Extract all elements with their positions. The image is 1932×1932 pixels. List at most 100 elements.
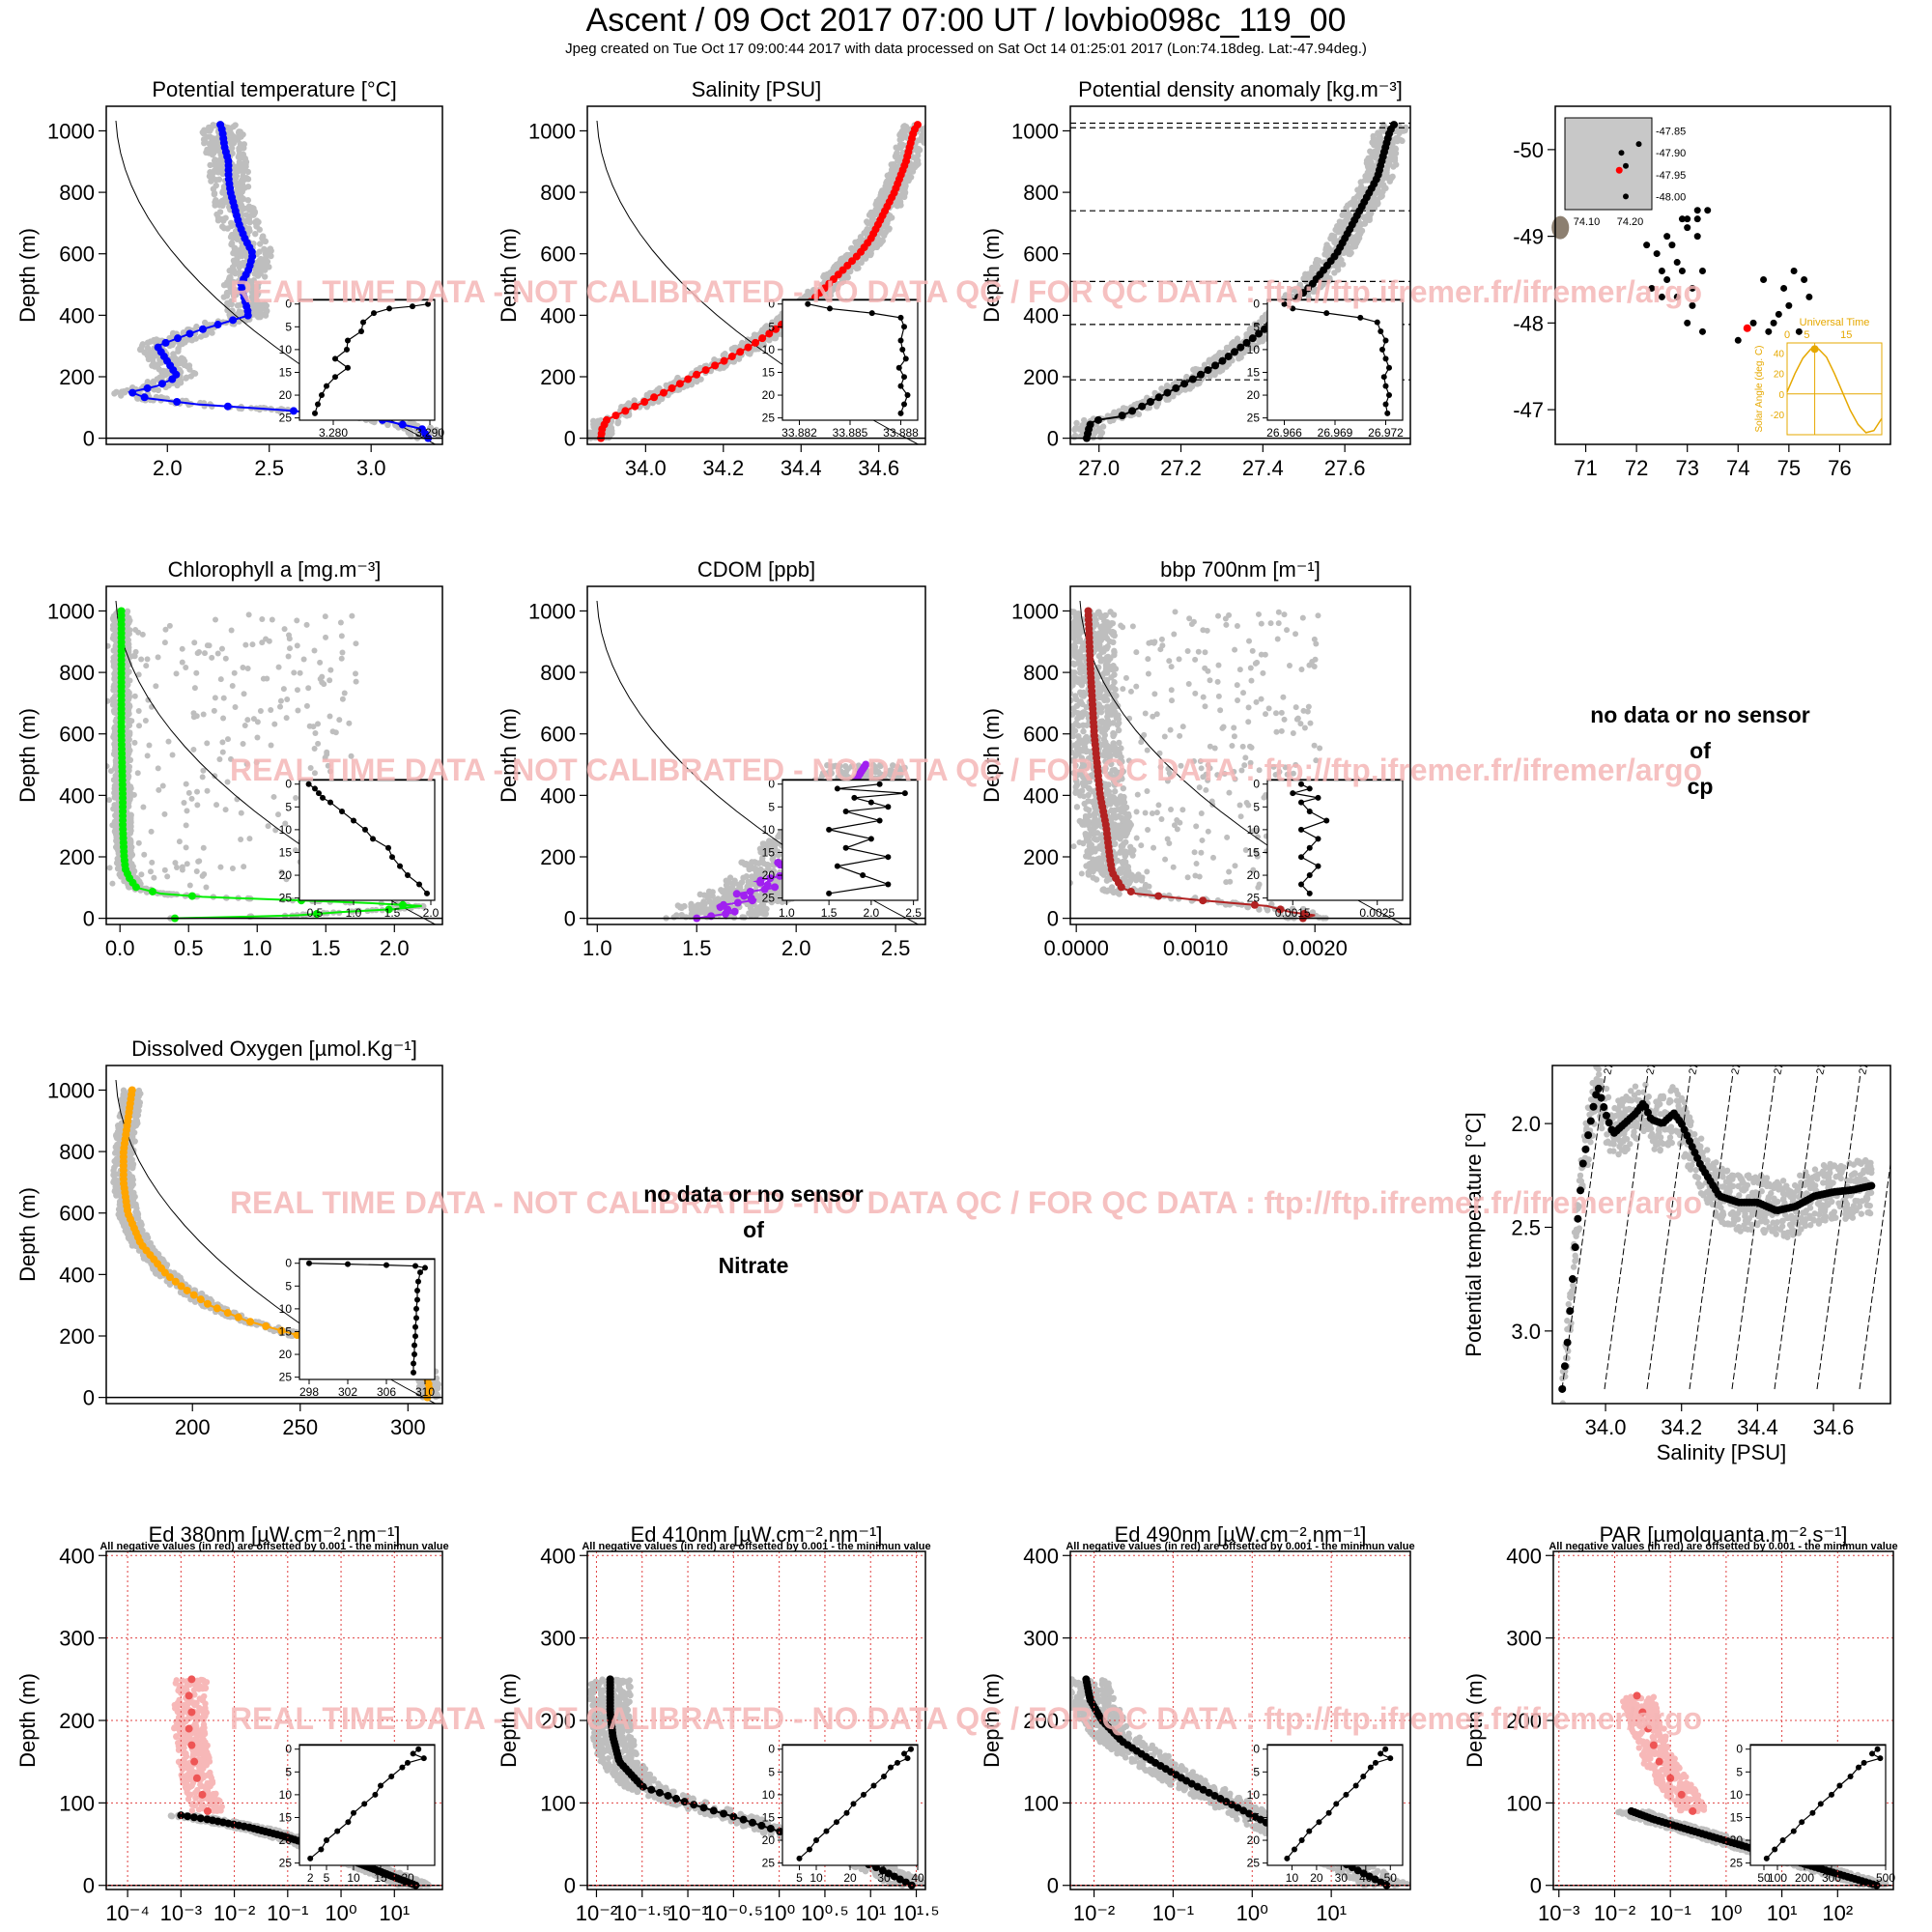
y-tick-label: 1000: [47, 599, 95, 623]
history-point: [268, 706, 274, 713]
history-point: [135, 629, 142, 636]
history-point: [898, 135, 905, 142]
history-point: [735, 355, 743, 362]
history-point: [209, 150, 216, 157]
inset-profile-point: [332, 374, 338, 381]
history-point: [218, 645, 225, 652]
history-point: [1288, 293, 1294, 299]
history-point: [150, 378, 157, 385]
inset-profile-point: [901, 374, 907, 381]
history-point: [111, 732, 118, 739]
history-point: [111, 687, 118, 694]
history-point: [135, 671, 142, 678]
history-point: [146, 742, 153, 749]
inset-y-tick-label: 0: [285, 778, 292, 791]
history-point: [200, 767, 207, 774]
inset-y-tick-label: 25: [1247, 412, 1261, 425]
history-point: [1399, 137, 1406, 145]
profile-point: [157, 380, 166, 388]
inset-profile-point: [904, 392, 911, 399]
history-point: [752, 332, 758, 339]
inset-profile-point: [345, 337, 351, 344]
history-point: [1310, 288, 1317, 296]
history-point: [220, 695, 227, 701]
y-tick-label: 600: [540, 723, 576, 747]
x-tick-label: 1.0: [242, 936, 272, 960]
history-point: [106, 697, 111, 704]
history-point: [106, 797, 113, 804]
history-point: [338, 633, 345, 639]
history-point: [324, 751, 330, 757]
history-point: [199, 872, 206, 879]
history-point: [281, 626, 288, 633]
history-point: [162, 626, 169, 633]
history-point: [1332, 226, 1339, 234]
history-point: [1378, 134, 1384, 142]
history-point: [164, 370, 172, 377]
history-point: [1365, 171, 1373, 178]
inset-y-tick-label: 20: [762, 388, 776, 402]
inset-profile-point: [897, 383, 904, 389]
history-point: [165, 738, 172, 745]
history-point: [186, 882, 193, 889]
history-point: [323, 634, 329, 640]
profile-point: [398, 900, 407, 909]
figure-title: Ascent / 09 Oct 2017 07:00 UT / lovbio09…: [585, 2, 1347, 39]
history-point: [254, 734, 261, 741]
inset-frame: [298, 779, 436, 901]
history-point: [241, 691, 247, 697]
history-point: [183, 844, 189, 851]
profile-point: [1128, 407, 1137, 415]
inset-profile-point: [362, 826, 368, 833]
x-tick-label: 34.0: [625, 456, 667, 480]
history-point: [1325, 244, 1332, 251]
inset-profile-point: [315, 401, 321, 408]
history-point: [265, 823, 271, 830]
history-point: [1107, 417, 1114, 425]
history-point: [844, 273, 851, 281]
history-point: [116, 859, 123, 867]
history-point: [222, 807, 229, 813]
history-point: [127, 729, 133, 736]
history-point: [176, 838, 183, 845]
history-point: [111, 782, 119, 789]
history-point: [241, 864, 247, 870]
x-tick-label: 27.2: [1160, 456, 1202, 480]
history-point: [233, 230, 240, 238]
history-point: [752, 346, 759, 353]
plot-frame: [1069, 105, 1411, 445]
history-point: [224, 736, 231, 743]
history-point: [663, 382, 669, 389]
history-point: [353, 678, 359, 685]
history-point: [711, 356, 718, 363]
inset-profile-point: [1380, 374, 1387, 381]
history-point: [722, 351, 728, 357]
profile-point: [701, 366, 710, 375]
history-point: [252, 230, 259, 238]
history-point: [1390, 152, 1397, 158]
history-point: [230, 279, 237, 287]
history-point: [190, 369, 197, 377]
profile-point: [143, 384, 152, 392]
inset-profile-point: [319, 392, 325, 399]
history-point: [303, 702, 310, 709]
history-point: [208, 176, 215, 183]
history-point: [250, 212, 257, 218]
history-point: [110, 696, 117, 702]
inset-profile-point: [371, 310, 377, 317]
profile-point: [1211, 361, 1220, 370]
history-point: [325, 762, 331, 769]
history-point: [228, 140, 236, 147]
history-point: [339, 649, 346, 656]
profile-point: [650, 393, 659, 402]
inset-profile-point: [324, 383, 329, 389]
history-point: [287, 645, 294, 652]
history-point: [311, 746, 318, 753]
y-tick-label: 200: [540, 365, 576, 389]
history-point: [352, 670, 358, 677]
history-point: [239, 176, 245, 184]
history-point: [842, 252, 850, 260]
history-point: [136, 723, 143, 729]
history-point: [1237, 354, 1244, 361]
history-point: [1223, 363, 1230, 370]
